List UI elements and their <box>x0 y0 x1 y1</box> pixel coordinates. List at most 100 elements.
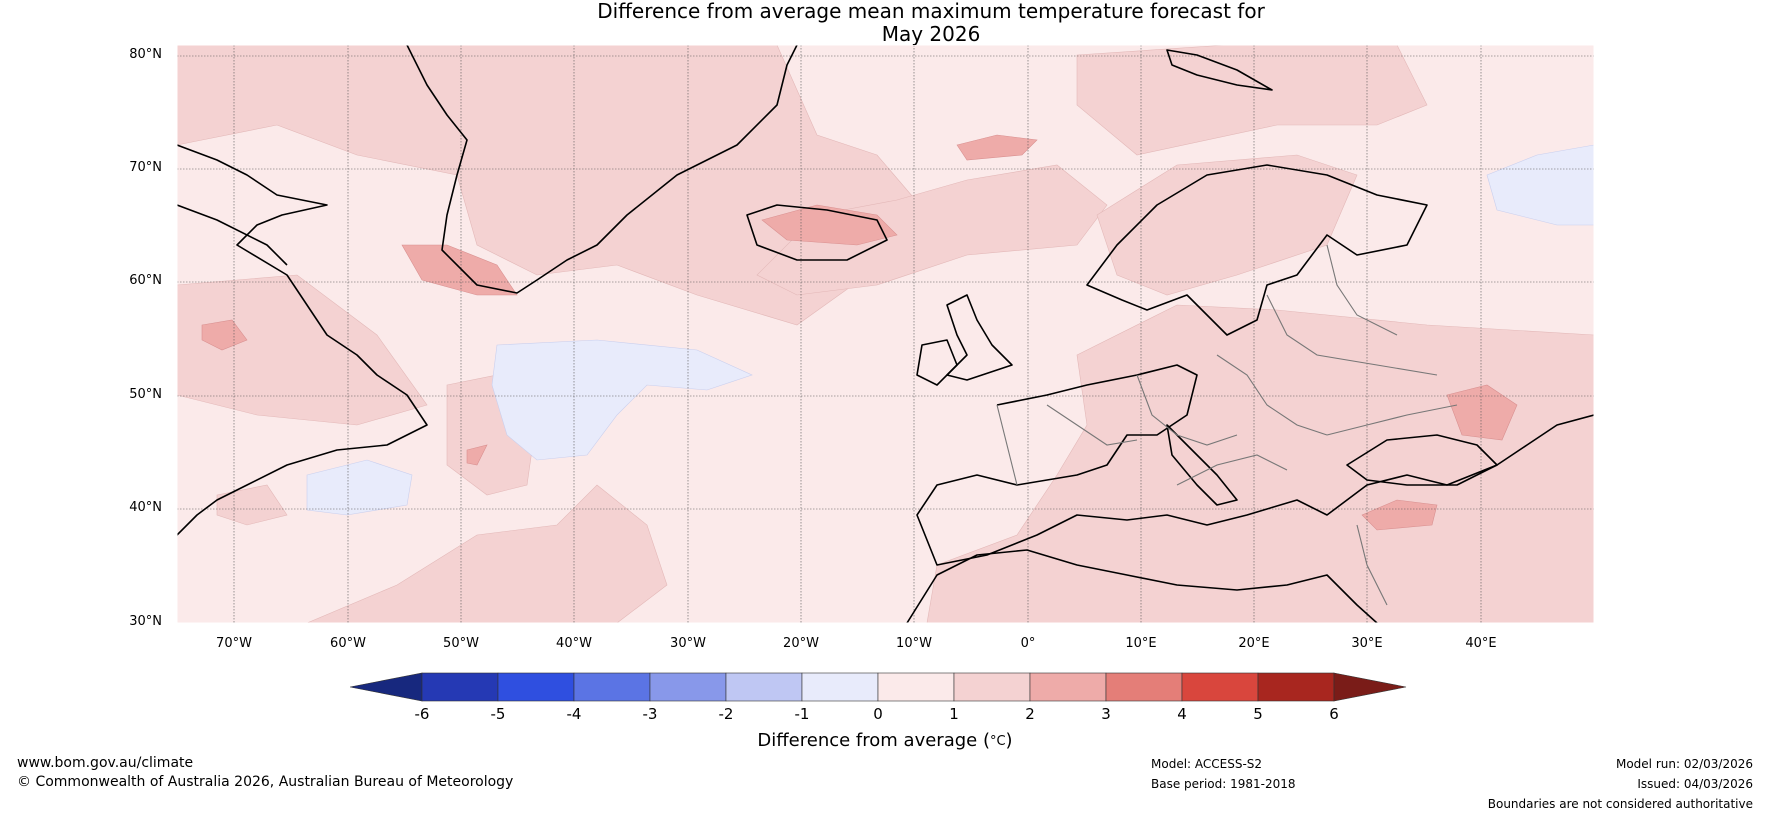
colorbar-segment <box>953 672 1031 702</box>
colorbar-extend-high <box>1333 672 1407 702</box>
lat-label-50n: 50°N <box>129 387 162 402</box>
model-run-text: Model run: 02/03/2026 <box>1615 757 1753 771</box>
anomaly-labrador-region <box>177 274 428 426</box>
colorbar-tick-label: -1 <box>794 705 810 723</box>
title-line-2: May 2026 <box>881 22 981 46</box>
colorbar-segment <box>725 672 803 702</box>
anomaly-north-region <box>1076 45 1428 156</box>
copyright-text: © Commonwealth of Australia 2026, Austra… <box>17 774 514 790</box>
lat-label-80n: 80°N <box>129 47 162 62</box>
lat-label-30n: 30°N <box>129 614 162 629</box>
anomaly-0-to-minus1 <box>306 144 1594 516</box>
base-period-text: Base period: 1981-2018 <box>1151 777 1296 791</box>
lon-label-20w: 20°W <box>783 636 819 651</box>
lon-label-0: 0° <box>1020 636 1036 651</box>
greenland-coast <box>406 45 798 294</box>
anomaly-2-to-3 <box>201 134 1518 531</box>
colorbar-tick-label: 2 <box>1025 705 1035 723</box>
border-8 <box>996 404 1018 486</box>
anomaly-caspian-hot <box>1446 384 1518 441</box>
country-borders <box>996 244 1458 606</box>
anomaly-hudson-hot <box>201 319 248 351</box>
colorbar-label-prefix: Difference from average ( <box>757 730 990 751</box>
lat-label-60n: 60°N <box>129 273 162 288</box>
border-1 <box>1046 404 1138 446</box>
model-text: Model: ACCESS-S2 <box>1151 757 1263 771</box>
colorbar-label-suffix: ) <box>1005 730 1013 751</box>
anomaly-south-atlantic-region <box>306 484 668 623</box>
chart-title: Difference from average mean maximum tem… <box>0 0 1770 46</box>
title-line-1: Difference from average mean maximum tem… <box>597 0 1265 23</box>
uk-coast <box>946 294 1013 381</box>
anomaly-1-to-2 <box>177 45 1594 623</box>
iceland-coast <box>746 204 888 261</box>
coastlines <box>177 45 1594 623</box>
colorbar-tick-label: 1 <box>949 705 959 723</box>
anomaly-barents-cool <box>1486 144 1594 226</box>
colorbar-tick-label: 3 <box>1101 705 1111 723</box>
temperature-anomaly-map <box>177 45 1594 623</box>
colorbar-segment <box>801 672 879 702</box>
colorbar-tick-label: -6 <box>414 705 430 723</box>
lon-label-40e: 40°E <box>1465 636 1497 651</box>
anomaly-turkey-hot <box>1361 499 1438 531</box>
border-7 <box>1326 244 1398 336</box>
colorbar-segment <box>1105 672 1183 702</box>
anomaly-greenland-coast-hot <box>401 244 518 296</box>
ireland-coast <box>916 339 958 386</box>
border-5 <box>1326 404 1458 436</box>
issued-text: Issued: 04/03/2026 <box>1637 777 1753 791</box>
anomaly-mid-atlantic-hot <box>466 444 488 466</box>
lon-label-20e: 20°E <box>1238 636 1270 651</box>
lon-label-40w: 40°W <box>556 636 592 651</box>
border-9 <box>1356 524 1388 606</box>
canada-coast <box>177 144 428 536</box>
colorbar-label: Difference from average (°C) <box>0 730 1770 751</box>
lat-label-70n: 70°N <box>129 160 162 175</box>
colorbar-tick-label: -2 <box>718 705 734 723</box>
colorbar-tick-label: -4 <box>566 705 582 723</box>
colorbar-label-unit: °C <box>989 734 1006 749</box>
lon-label-50w: 50°W <box>443 636 479 651</box>
anomaly-iceland-region <box>756 164 1108 296</box>
colorbar-tick-label: 0 <box>873 705 883 723</box>
anomaly-newfoundland-cool <box>306 459 413 516</box>
lon-label-30w: 30°W <box>670 636 706 651</box>
colorbar-tick-label: -5 <box>490 705 506 723</box>
lon-label-10w: 10°W <box>896 636 932 651</box>
border-4 <box>1266 294 1438 376</box>
colorbar-tick-label: 5 <box>1253 705 1263 723</box>
colorbar-tick-label: 6 <box>1329 705 1339 723</box>
lon-label-60w: 60°W <box>330 636 366 651</box>
border-6 <box>1176 454 1288 486</box>
colorbar-tick-label: -3 <box>642 705 658 723</box>
svalbard-coast <box>1166 49 1273 91</box>
colorbar-segment <box>497 672 575 702</box>
map-gridlines <box>177 45 1594 623</box>
colorbar-segment <box>1181 672 1259 702</box>
colorbar-segment <box>649 672 727 702</box>
disclaimer-text: Boundaries are not considered authoritat… <box>1487 797 1753 811</box>
colorbar-segment <box>573 672 651 702</box>
lon-label-10e: 10°E <box>1125 636 1157 651</box>
colorbar-segment <box>1029 672 1107 702</box>
anomaly-norwegian-sea-hot <box>956 134 1038 161</box>
anomaly-canary-region <box>216 484 288 526</box>
lon-label-70w: 70°W <box>216 636 252 651</box>
anomaly-mid-atlantic-cool <box>491 339 753 461</box>
africa-coast <box>906 549 1378 623</box>
scandinavia-coast <box>1086 164 1428 336</box>
anomaly-iceland-hot <box>761 204 898 246</box>
colorbar-segment <box>1257 672 1335 702</box>
colorbar-extend-low <box>350 672 423 702</box>
lon-label-30e: 30°E <box>1351 636 1383 651</box>
black-sea-coast <box>1346 434 1498 486</box>
border-2 <box>1136 374 1238 446</box>
italy-coast <box>1166 424 1238 506</box>
colorbar-segment <box>877 672 955 702</box>
colorbar-tick-label: 4 <box>1177 705 1187 723</box>
website-link[interactable]: www.bom.gov.au/climate <box>17 755 194 771</box>
europe-coast <box>916 364 1594 566</box>
colorbar <box>350 672 1407 702</box>
border-3 <box>1216 354 1328 436</box>
